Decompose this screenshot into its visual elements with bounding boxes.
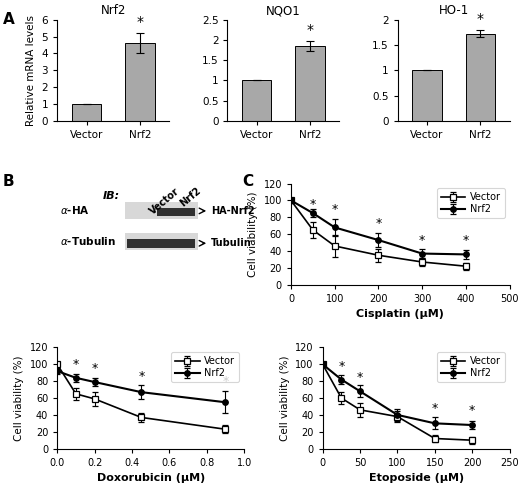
Text: *: * xyxy=(332,203,338,215)
Text: *: * xyxy=(338,360,344,373)
Bar xyxy=(242,80,271,121)
Text: Vector: Vector xyxy=(148,186,181,216)
Legend: Vector, Nrf2: Vector, Nrf2 xyxy=(437,188,505,218)
Bar xyxy=(125,202,198,219)
Text: *: * xyxy=(138,370,145,383)
Text: C: C xyxy=(242,174,253,188)
Bar xyxy=(125,233,198,250)
Bar xyxy=(127,239,157,248)
Text: *: * xyxy=(419,234,425,247)
Text: *: * xyxy=(375,217,382,230)
Text: A: A xyxy=(3,12,15,27)
Bar xyxy=(158,208,194,216)
Text: *: * xyxy=(357,371,363,384)
Text: B: B xyxy=(3,174,14,188)
X-axis label: Doxorubicin (μM): Doxorubicin (μM) xyxy=(97,473,205,483)
Text: *: * xyxy=(136,15,144,29)
Title: NQO1: NQO1 xyxy=(266,4,301,17)
Y-axis label: Cell viability (%): Cell viability (%) xyxy=(280,355,290,441)
Title: HO-1: HO-1 xyxy=(438,4,469,17)
Text: *: * xyxy=(307,23,314,36)
Y-axis label: Cell viability (%): Cell viability (%) xyxy=(248,191,258,277)
Text: $\alpha$-HA: $\alpha$-HA xyxy=(60,204,90,216)
Text: *: * xyxy=(477,12,484,26)
Text: *: * xyxy=(223,375,229,388)
Y-axis label: Relative mRNA levels: Relative mRNA levels xyxy=(26,15,36,126)
Bar xyxy=(72,104,101,121)
Text: Nrf2: Nrf2 xyxy=(178,186,203,209)
Text: *: * xyxy=(463,234,469,247)
Text: IB:: IB: xyxy=(102,191,120,201)
Text: *: * xyxy=(73,358,79,371)
Legend: Vector, Nrf2: Vector, Nrf2 xyxy=(437,352,505,382)
Text: *: * xyxy=(92,362,98,375)
Text: HA-Nrf2: HA-Nrf2 xyxy=(211,206,254,216)
Text: *: * xyxy=(469,404,475,418)
Bar xyxy=(158,239,194,248)
Bar xyxy=(125,43,154,121)
Title: Nrf2: Nrf2 xyxy=(100,4,126,17)
Bar xyxy=(295,46,324,121)
Bar xyxy=(412,70,441,121)
Text: Tubulin: Tubulin xyxy=(211,238,252,248)
X-axis label: Cisplatin (μM): Cisplatin (μM) xyxy=(356,309,444,319)
X-axis label: Etoposide (μM): Etoposide (μM) xyxy=(369,473,464,483)
Text: *: * xyxy=(432,402,438,415)
Legend: Vector, Nrf2: Vector, Nrf2 xyxy=(171,352,239,382)
Text: $\alpha$-Tubulin: $\alpha$-Tubulin xyxy=(60,235,116,247)
Y-axis label: Cell viability (%): Cell viability (%) xyxy=(14,355,24,441)
Text: *: * xyxy=(310,198,316,211)
Bar xyxy=(465,34,495,121)
